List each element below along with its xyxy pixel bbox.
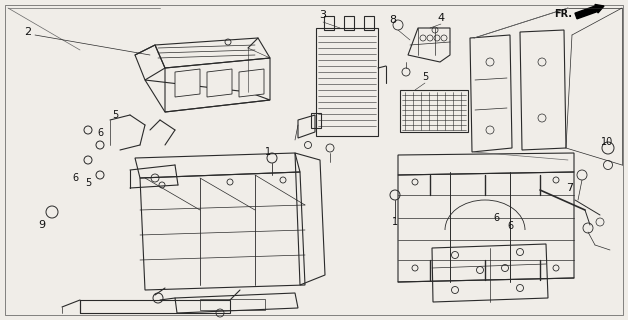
Text: 1: 1 — [265, 147, 271, 157]
Text: 3: 3 — [320, 10, 327, 20]
Text: 5: 5 — [112, 110, 118, 120]
Text: 6: 6 — [72, 173, 78, 183]
Bar — [80, 300, 230, 313]
Bar — [324, 16, 334, 30]
Polygon shape — [239, 69, 264, 97]
Text: 9: 9 — [38, 220, 46, 230]
Text: 1: 1 — [392, 217, 398, 227]
Text: 4: 4 — [438, 13, 445, 23]
Text: 5: 5 — [85, 178, 91, 188]
Text: 10: 10 — [601, 137, 613, 147]
Bar — [316, 28, 378, 136]
Bar — [400, 90, 468, 132]
Polygon shape — [175, 69, 200, 97]
Text: 2: 2 — [24, 27, 31, 37]
Text: 6: 6 — [493, 213, 499, 223]
Text: 6: 6 — [507, 221, 513, 231]
Bar — [200, 299, 265, 310]
Bar — [311, 113, 321, 128]
Bar — [364, 16, 374, 30]
Text: FR.: FR. — [554, 9, 572, 19]
FancyArrow shape — [575, 4, 604, 19]
Text: 7: 7 — [566, 183, 573, 193]
Text: 5: 5 — [422, 72, 428, 82]
Text: 8: 8 — [389, 15, 396, 25]
Text: 6: 6 — [97, 128, 103, 138]
Bar — [344, 16, 354, 30]
Polygon shape — [207, 69, 232, 97]
